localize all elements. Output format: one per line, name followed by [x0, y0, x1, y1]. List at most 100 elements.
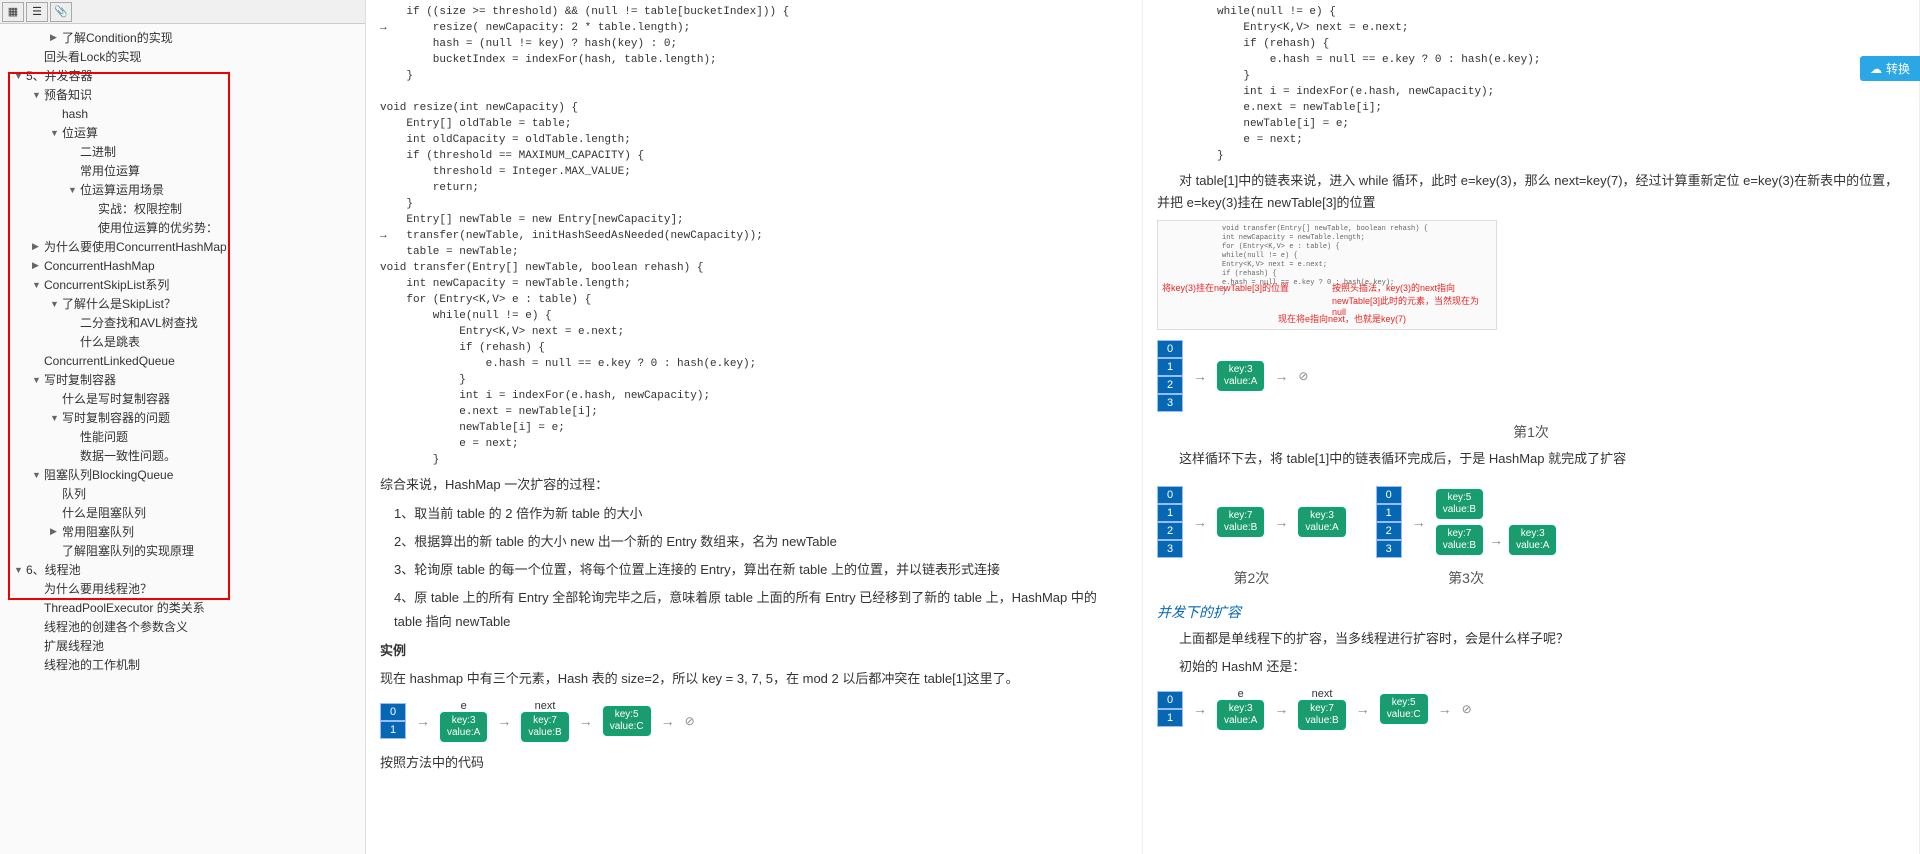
expand-icon[interactable]: ▶ — [50, 32, 62, 43]
tree-item-label: 5、并发容器 — [26, 67, 93, 84]
tree-item[interactable]: ▶ConcurrentHashMap — [0, 256, 365, 275]
expand-icon[interactable]: ▼ — [14, 71, 26, 81]
caption-step3: 第3次 — [1376, 568, 1557, 588]
expand-icon[interactable]: ▼ — [68, 185, 80, 195]
tree-item[interactable]: 常用位运算 — [0, 161, 365, 180]
outline-tree[interactable]: ▶了解Condition的实现回头看Lock的实现▼5、并发容器▼预备知识has… — [0, 24, 365, 854]
tree-item-label: 什么是写时复制容器 — [62, 390, 170, 407]
content-area: if ((size >= threshold) && (null != tabl… — [366, 0, 1920, 854]
tree-item[interactable]: 二分查找和AVL树查找 — [0, 313, 365, 332]
tree-item[interactable]: ▼写时复制容器的问题 — [0, 408, 365, 427]
bucket-cell: 0 — [1157, 691, 1183, 709]
tree-item-label: 什么是阻塞队列 — [62, 504, 146, 521]
tree-item-label: 数据一致性问题。 — [80, 447, 176, 464]
expand-icon[interactable]: ▼ — [32, 280, 44, 290]
bucket-cell: 1 — [1157, 358, 1183, 376]
step-item: 1、取当前 table 的 2 倍作为新 table 的大小 — [394, 502, 1128, 526]
tree-item-label: 队列 — [62, 485, 86, 502]
summary-heading: 综合来说，HashMap 一次扩容的过程： — [380, 474, 1128, 496]
tree-item-label: 阻塞队列BlockingQueue — [44, 466, 173, 483]
tree-item-label: 写时复制容器的问题 — [62, 409, 170, 426]
expand-icon[interactable]: ▶ — [32, 241, 44, 252]
hashmap-diagram-step1: 0123→key:3value:A→⊘ — [1157, 340, 1905, 412]
tree-item[interactable]: ▼ConcurrentSkipList系列 — [0, 275, 365, 294]
tree-item-label: 6、线程池 — [26, 561, 81, 578]
tree-item[interactable]: 回头看Lock的实现 — [0, 47, 365, 66]
code-block-addEntry: if ((size >= threshold) && (null != tabl… — [380, 4, 1128, 468]
arrow-icon: → — [1489, 532, 1503, 548]
tree-item[interactable]: 使用位运算的优劣势： — [0, 218, 365, 237]
tree-item-label: 写时复制容器 — [44, 371, 116, 388]
arrow-icon: → — [661, 713, 675, 729]
expand-icon[interactable]: ▶ — [32, 260, 44, 271]
tree-item[interactable]: 扩展线程池 — [0, 636, 365, 655]
tree-item-label: 为什么要用线程池？ — [44, 580, 152, 597]
grid-view-button[interactable]: ▦ — [2, 2, 24, 22]
tree-item-label: ThreadPoolExecutor 的类关系 — [44, 599, 205, 616]
tree-item[interactable]: 什么是跳表 — [0, 332, 365, 351]
expand-icon[interactable]: ▼ — [32, 470, 44, 480]
bucket-cell: 0 — [1157, 486, 1183, 504]
tree-item-label: 二分查找和AVL树查找 — [80, 314, 198, 331]
after-text: 按照方法中的代码 — [380, 752, 1128, 774]
step-item: 2、根据算出的新 table 的大小 new 出一个新的 Entry 数组来，名… — [394, 530, 1128, 554]
hashmap-diagram-step3: 0123→key:5value:Bkey:7value:B→key:3value… — [1376, 486, 1557, 558]
tree-item[interactable]: ▼6、线程池 — [0, 560, 365, 579]
tree-item[interactable]: ThreadPoolExecutor 的类关系 — [0, 598, 365, 617]
tree-item[interactable]: 为什么要用线程池？ — [0, 579, 365, 598]
tree-item[interactable]: ▼预备知识 — [0, 85, 365, 104]
tree-item[interactable]: ▶了解Condition的实现 — [0, 28, 365, 47]
arrow-icon: → — [1274, 701, 1288, 717]
tree-item[interactable]: 性能问题 — [0, 427, 365, 446]
tree-item[interactable]: ▼阻塞队列BlockingQueue — [0, 465, 365, 484]
tree-item[interactable]: 线程池的工作机制 — [0, 655, 365, 674]
expand-icon[interactable]: ▼ — [32, 90, 44, 100]
tree-item[interactable]: ▼位运算 — [0, 123, 365, 142]
arrow-icon: → — [1193, 701, 1207, 717]
tree-item-label: 预备知识 — [44, 86, 92, 103]
tree-item-label: 性能问题 — [80, 428, 128, 445]
screenshot-thumbnail: void transfer(Entry[] newTable, boolean … — [1157, 220, 1497, 330]
tree-item[interactable]: ConcurrentLinkedQueue — [0, 351, 365, 370]
tree-item[interactable]: 什么是阻塞队列 — [0, 503, 365, 522]
expand-icon[interactable]: ▼ — [50, 413, 62, 423]
arrow-icon: → — [1438, 701, 1452, 717]
expand-icon[interactable]: ▼ — [50, 128, 62, 138]
tree-item[interactable]: ▼写时复制容器 — [0, 370, 365, 389]
bucket-cell: 1 — [1157, 709, 1183, 727]
attach-button[interactable]: 📎 — [50, 2, 72, 22]
step-item: 4、原 table 上的所有 Entry 全部轮询完毕之后，意味着原 table… — [394, 586, 1128, 634]
entry-node: key:5value:C — [603, 706, 651, 736]
arrow-icon: → — [497, 713, 511, 729]
tree-item[interactable]: ▶为什么要使用ConcurrentHashMap — [0, 237, 365, 256]
tree-item-label: 扩展线程池 — [44, 637, 104, 654]
expand-icon[interactable]: ▼ — [50, 299, 62, 309]
tree-item[interactable]: ▼了解什么是SkipList？ — [0, 294, 365, 313]
list-view-button[interactable]: ☰ — [26, 2, 48, 22]
caption-step2: 第2次 — [1157, 568, 1346, 588]
bucket-cell: 3 — [1376, 540, 1402, 558]
tree-item[interactable]: 什么是写时复制容器 — [0, 389, 365, 408]
tree-item[interactable]: 队列 — [0, 484, 365, 503]
tree-item[interactable]: 线程池的创建各个参数含义 — [0, 617, 365, 636]
tree-item[interactable]: 实战：权限控制 — [0, 199, 365, 218]
tree-item-label: ConcurrentLinkedQueue — [44, 354, 175, 368]
arrow-icon: → — [1412, 514, 1426, 530]
float-convert-button[interactable]: ☁ 转换 — [1860, 56, 1920, 81]
tree-item[interactable]: ▼5、并发容器 — [0, 66, 365, 85]
tree-item[interactable]: hash — [0, 104, 365, 123]
tree-item[interactable]: 了解阻塞队列的实现原理 — [0, 541, 365, 560]
tree-item[interactable]: 二进制 — [0, 142, 365, 161]
hashmap-diagram-initial: 01→ekey:3value:A→nextkey:7value:B→key:5v… — [380, 700, 1128, 742]
expand-icon[interactable]: ▼ — [14, 565, 26, 575]
tree-item[interactable]: ▼位运算运用场景 — [0, 180, 365, 199]
tree-item[interactable]: ▶常用阻塞队列 — [0, 522, 365, 541]
expand-icon[interactable]: ▶ — [50, 526, 62, 537]
tree-item-label: 了解Condition的实现 — [62, 29, 173, 46]
tree-item-label: 线程池的工作机制 — [44, 656, 140, 673]
tree-item-label: 回头看Lock的实现 — [44, 48, 141, 65]
tree-item[interactable]: 数据一致性问题。 — [0, 446, 365, 465]
expand-icon[interactable]: ▼ — [32, 375, 44, 385]
arrow-icon: → — [1356, 701, 1370, 717]
hashmap-diagram-final: 01→ekey:3value:A→nextkey:7value:B→key:5v… — [1157, 688, 1905, 730]
